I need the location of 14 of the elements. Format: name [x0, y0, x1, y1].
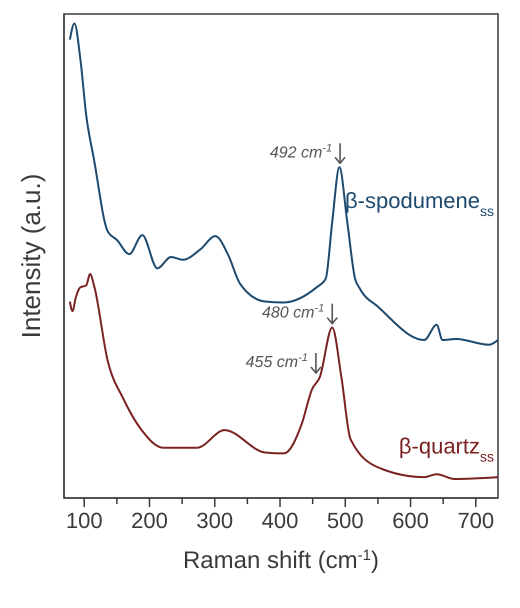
- x-tick-label: 300: [196, 508, 234, 533]
- x-axis-title: Raman shift (cm$^{-1}$): [182, 546, 380, 574]
- x-tick-label: 100: [66, 508, 103, 533]
- series-label: β-spodumene$_{ss}$: [345, 188, 494, 219]
- x-tick-label: 700: [457, 508, 494, 533]
- annotation: 480 cm$^{-1}$: [262, 302, 324, 322]
- x-tick-label: 400: [262, 508, 298, 533]
- annotation: 455 cm$^{-1}$: [246, 352, 308, 371]
- annotation: 492 cm$^{-1}$: [270, 142, 332, 162]
- x-tick-label: 500: [326, 508, 364, 533]
- y-axis-title: Intensity (a.u.): [16, 174, 46, 338]
- x-tick-label: 600: [392, 508, 429, 533]
- series-label: β-quartz$_{ss}$: [398, 434, 494, 465]
- x-tick-label: 200: [131, 508, 168, 533]
